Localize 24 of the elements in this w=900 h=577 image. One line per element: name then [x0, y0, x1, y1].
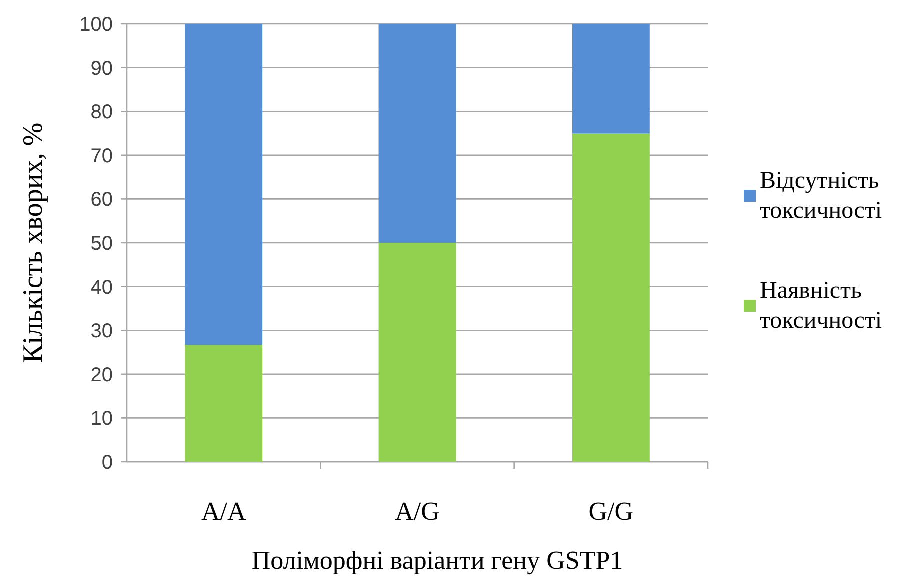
x-tick-label: G/G [588, 497, 634, 526]
bar [185, 345, 263, 462]
x-tick-label: A/A [201, 497, 246, 526]
bar [572, 24, 650, 134]
y-tick-label: 90 [90, 58, 113, 80]
y-tick-label: 0 [102, 452, 113, 474]
legend-label: Наявність токсичності [760, 278, 882, 334]
x-tick-label: A/G [395, 497, 440, 526]
bar [378, 243, 456, 462]
y-tick-label: 70 [90, 145, 113, 168]
y-tick-label: 50 [90, 233, 113, 255]
y-tick-label: 100 [80, 14, 113, 36]
y-tick-label: 80 [90, 102, 113, 124]
bar [572, 134, 650, 462]
y-tick-label: 30 [90, 320, 113, 343]
y-tick-label: 20 [90, 364, 113, 386]
x-axis-title: Поліморфні варіанти гену GSTP1 [252, 546, 624, 575]
bar [378, 24, 456, 243]
y-tick-label: 10 [90, 408, 113, 430]
y-tick-label: 60 [90, 189, 113, 212]
y-tick-label: 40 [90, 276, 113, 299]
bar [185, 24, 263, 346]
y-axis-title: Кількість хворих, % [18, 122, 49, 364]
legend-label: Відсутність токсичності [760, 168, 882, 224]
